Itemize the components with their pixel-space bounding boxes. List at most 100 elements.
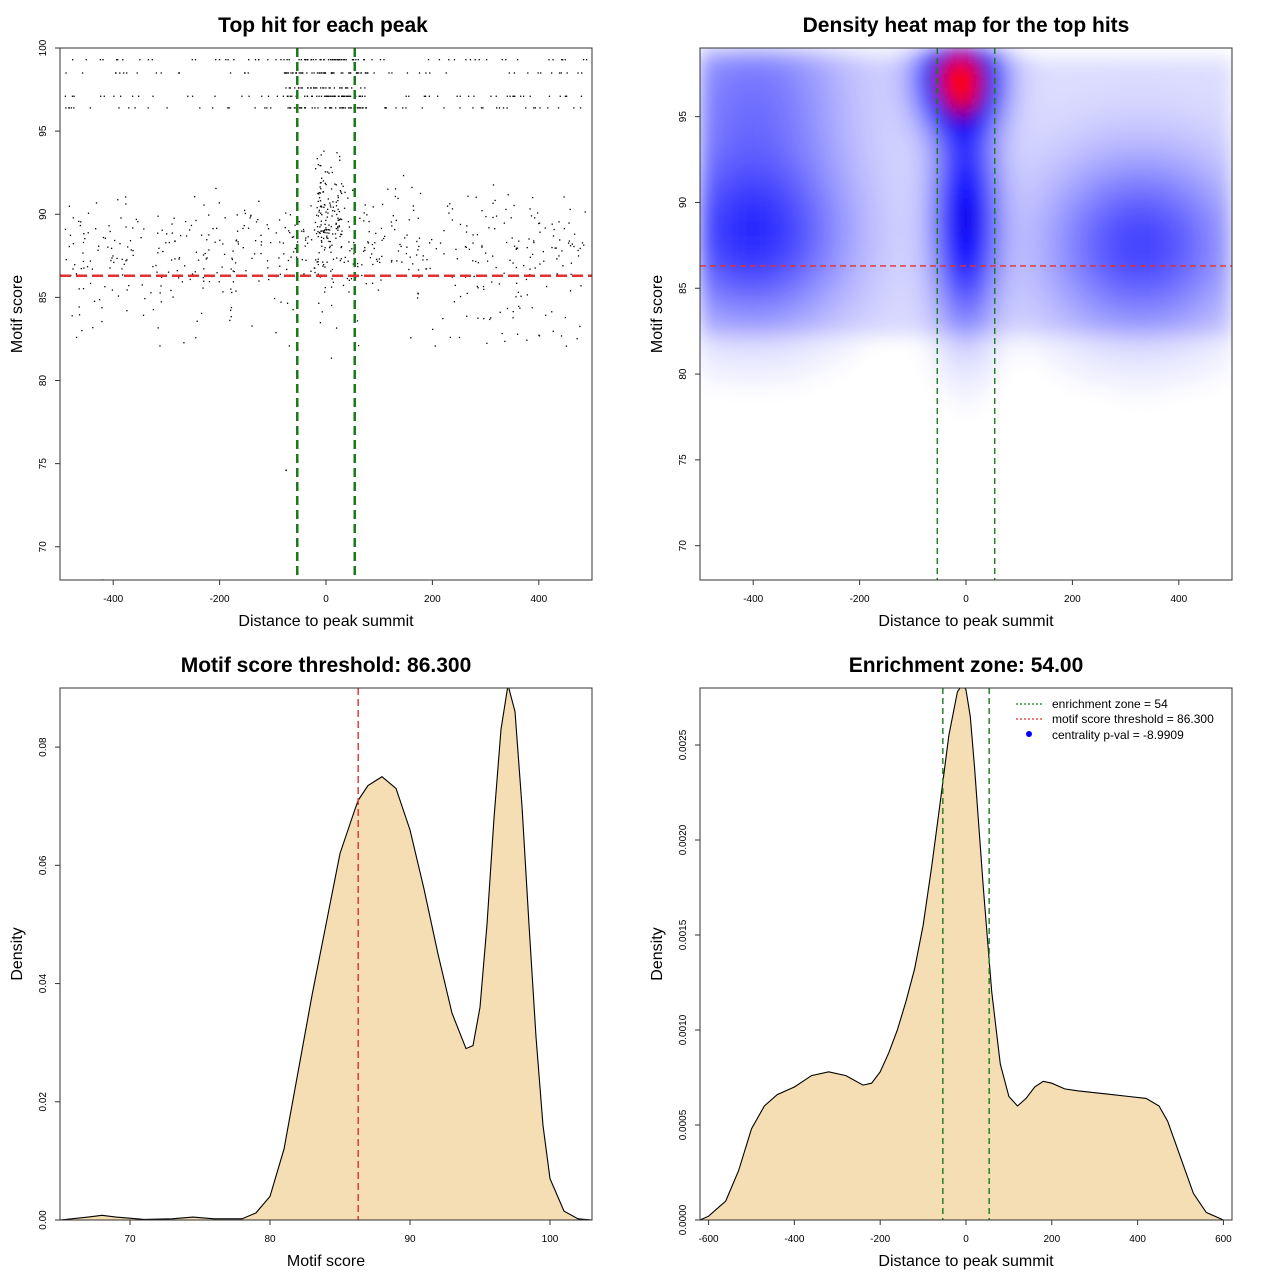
scatter-point [218, 202, 220, 204]
scatter-point [216, 272, 218, 274]
scatter-point [237, 243, 240, 245]
heatmap-cell [1146, 324, 1159, 336]
scatter-point [491, 281, 493, 283]
scatter-point [340, 191, 342, 193]
scatter-point [512, 310, 514, 313]
heatmap-cell [837, 217, 850, 230]
heatmap-cell [954, 366, 967, 379]
heatmap-cell [1114, 387, 1127, 400]
heatmap-cell [859, 175, 871, 187]
heatmap-cell [816, 228, 829, 241]
scatter-point [113, 95, 115, 97]
heatmap-cell [1071, 345, 1084, 358]
heatmap-cell [773, 100, 786, 113]
heatmap-cell [1167, 313, 1180, 326]
scatter-point [132, 254, 134, 257]
heatmap-cell [700, 48, 712, 60]
scatter-point [231, 257, 233, 259]
scatter-point [325, 227, 327, 229]
heatmap-cell [795, 153, 807, 166]
heatmap-cell [731, 207, 744, 219]
heatmap-cell [1157, 313, 1169, 326]
scatter-point [412, 205, 415, 207]
heatmap-cell [891, 58, 903, 70]
heatmap-cell [1167, 334, 1180, 347]
scatter-point [121, 258, 123, 261]
heatmap-cell [1082, 79, 1095, 92]
scatter-point [383, 59, 385, 61]
heatmap-cell [986, 121, 999, 134]
heatmap-cell [837, 249, 850, 262]
scatter-point [558, 255, 560, 257]
heatmap-cell [901, 270, 914, 283]
heatmap-cell [1114, 324, 1127, 336]
heatmap-cell [1039, 132, 1052, 145]
scatter-point [332, 72, 334, 74]
scatter-point [402, 174, 405, 177]
scatter-point [260, 241, 263, 243]
scatter-point [545, 314, 547, 316]
x-tick-label: 70 [124, 1234, 136, 1245]
heatmap-cell [922, 334, 935, 347]
heatmap-cell [1071, 68, 1084, 81]
scatter-point [121, 274, 124, 276]
heatmap-cell [1008, 302, 1020, 315]
scatter-point [348, 72, 350, 74]
scatter-point [95, 202, 98, 204]
plot-frame [699, 687, 1233, 1221]
heatmap-cell [944, 164, 956, 177]
heatmap-cell [986, 345, 999, 358]
scatter-point [214, 241, 216, 243]
heatmap-cell [1018, 121, 1031, 134]
scatter-point [551, 311, 553, 313]
scatter-point [374, 242, 376, 244]
scatter-point [330, 166, 332, 169]
heatmap-cell [944, 334, 956, 347]
heatmap-cell [1093, 207, 1105, 219]
scatter-point [336, 257, 338, 259]
heatmap-cell [720, 228, 733, 241]
heatmap-cell [848, 239, 861, 251]
x-tick-label: 200 [1064, 594, 1081, 605]
scatter-point [147, 107, 149, 109]
heatmap-cell [848, 292, 861, 304]
heatmap-cell [1188, 196, 1201, 209]
heatmap-cell [891, 175, 903, 187]
heatmap-cell [1157, 58, 1169, 70]
scatter-point [335, 237, 337, 239]
heatmap-cell [901, 249, 914, 262]
heatmap-cell [1103, 132, 1116, 145]
scatter-point [322, 180, 325, 182]
heatmap-cell [1071, 270, 1084, 283]
heatmap-cell [1114, 217, 1127, 230]
heatmap-cell [1082, 196, 1095, 209]
scatter-point [125, 260, 127, 262]
scatter-point [319, 276, 321, 278]
chart-title: Enrichment zone: 54.00 [849, 654, 1084, 677]
heatmap-cell [1029, 68, 1041, 81]
heatmap-cell [933, 324, 946, 336]
scatter-point [395, 219, 397, 222]
heatmap-cell [1178, 217, 1190, 230]
scatter-point [340, 258, 342, 260]
heatmap-cell [784, 249, 797, 262]
heatmap-cell [1093, 153, 1105, 166]
heatmap-cell [1125, 366, 1137, 379]
heatmap-cell [700, 249, 712, 262]
scatter-point [508, 72, 510, 74]
heatmap-cell [976, 196, 988, 209]
scatter-point [142, 314, 145, 316]
heatmap-cell [731, 334, 744, 347]
scatter-point [170, 289, 172, 292]
heatmap-cell [1103, 292, 1116, 304]
scatter-point [525, 278, 528, 281]
scatter-point [394, 188, 397, 190]
heatmap-cell [1061, 58, 1073, 70]
scatter-point [288, 87, 290, 89]
heatmap-cell [986, 48, 999, 60]
scatter-point [173, 217, 175, 219]
heatmap-cell [731, 100, 744, 113]
heatmap-cell [773, 207, 786, 219]
y-tick-label: 95 [678, 111, 689, 123]
